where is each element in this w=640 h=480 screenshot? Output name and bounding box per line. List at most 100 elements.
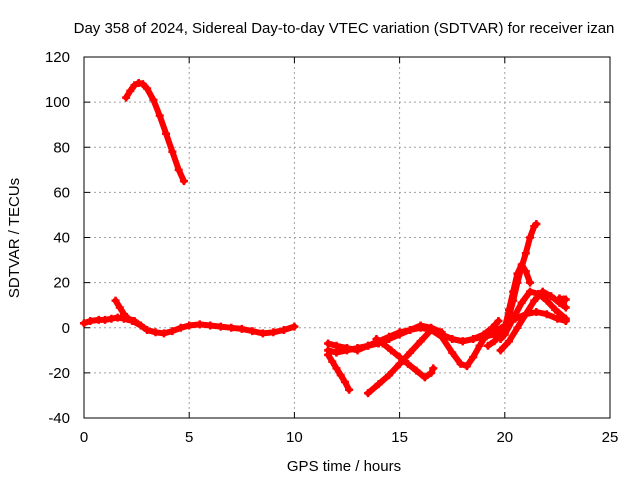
y-axis-label: SDTVAR / TECUs (6, 178, 23, 298)
x-tick-label: 5 (185, 429, 193, 446)
data-point (124, 314, 133, 323)
data-point (494, 316, 503, 325)
data-point (534, 289, 543, 298)
data-series (80, 78, 570, 398)
data-point (364, 341, 373, 350)
data-point (427, 326, 436, 335)
data-point (269, 328, 278, 337)
data-point (136, 321, 145, 330)
data-point (479, 330, 488, 339)
data-point (542, 310, 551, 319)
data-point (448, 335, 457, 344)
data-point (513, 269, 522, 278)
data-point (290, 322, 299, 331)
x-tick-label: 20 (496, 429, 513, 446)
data-point (143, 326, 152, 335)
data-point (385, 332, 394, 341)
data-point (462, 362, 471, 371)
data-point (429, 364, 438, 373)
series-line-arc-1 (123, 79, 187, 185)
data-point (517, 260, 526, 269)
data-point (521, 267, 530, 276)
data-point (115, 303, 124, 312)
data-point (385, 371, 394, 380)
data-point (561, 303, 570, 312)
data-point (475, 341, 484, 350)
data-point (406, 348, 415, 357)
data-point (456, 359, 465, 368)
data-point (458, 337, 467, 346)
y-tick-label: -20 (48, 365, 70, 382)
data-point (488, 323, 497, 332)
y-tick-label: 120 (45, 49, 70, 66)
data-point (336, 371, 345, 380)
data-point (122, 93, 131, 102)
data-point (420, 373, 429, 382)
data-point (340, 377, 349, 386)
data-point (526, 278, 535, 287)
data-point (561, 295, 570, 304)
data-point (227, 323, 236, 332)
data-point (395, 353, 404, 362)
data-point (406, 326, 415, 335)
data-point (496, 335, 505, 344)
data-point (412, 366, 421, 375)
data-point (332, 341, 341, 350)
data-point (532, 307, 541, 316)
x-axis-ticks: 0 5 10 15 20 25 (80, 57, 619, 446)
data-point (513, 323, 522, 332)
data-point (345, 385, 354, 394)
data-point (542, 296, 551, 305)
data-point (395, 359, 404, 368)
data-point (279, 326, 288, 335)
data-point (332, 364, 341, 373)
data-point (343, 344, 351, 353)
data-point (526, 233, 535, 242)
data-point (496, 346, 505, 355)
data-point (176, 323, 185, 332)
data-point (530, 296, 539, 305)
x-tick-label: 0 (80, 429, 88, 446)
data-point (561, 316, 570, 325)
data-point (138, 80, 147, 89)
data-point (416, 337, 425, 346)
y-tick-label: -40 (48, 410, 70, 427)
data-point (505, 305, 514, 314)
y-tick-label: 100 (45, 94, 70, 111)
data-point (404, 359, 413, 368)
data-point (532, 219, 541, 228)
series-line-arc-7 (365, 324, 500, 397)
data-point (168, 147, 177, 156)
x-tick-label: 25 (602, 429, 619, 446)
data-point (547, 292, 556, 301)
data-point (364, 389, 373, 398)
data-point (469, 353, 478, 362)
data-point (500, 321, 509, 330)
data-point (174, 165, 183, 174)
data-point (553, 314, 562, 323)
data-point (511, 314, 520, 323)
data-point (258, 329, 267, 338)
data-point (517, 298, 526, 307)
data-point (216, 322, 225, 331)
data-point (324, 346, 333, 355)
data-point (505, 337, 514, 346)
data-point (427, 368, 436, 377)
data-point (328, 357, 337, 366)
y-tick-label: 40 (53, 230, 70, 247)
data-point (378, 339, 387, 348)
data-point (416, 321, 425, 330)
data-point (395, 328, 404, 337)
data-point (448, 348, 457, 357)
data-point (185, 321, 194, 330)
data-point (149, 95, 158, 104)
data-point (332, 348, 341, 357)
data-point (353, 346, 362, 355)
data-point (372, 335, 381, 344)
chart-title: Day 358 of 2024, Sidereal Day-to-day VTE… (74, 20, 615, 37)
data-point (195, 320, 204, 329)
x-axis-label: GPS time / hours (287, 458, 401, 475)
data-point (237, 324, 246, 333)
data-point (483, 341, 492, 350)
data-point (168, 327, 177, 336)
